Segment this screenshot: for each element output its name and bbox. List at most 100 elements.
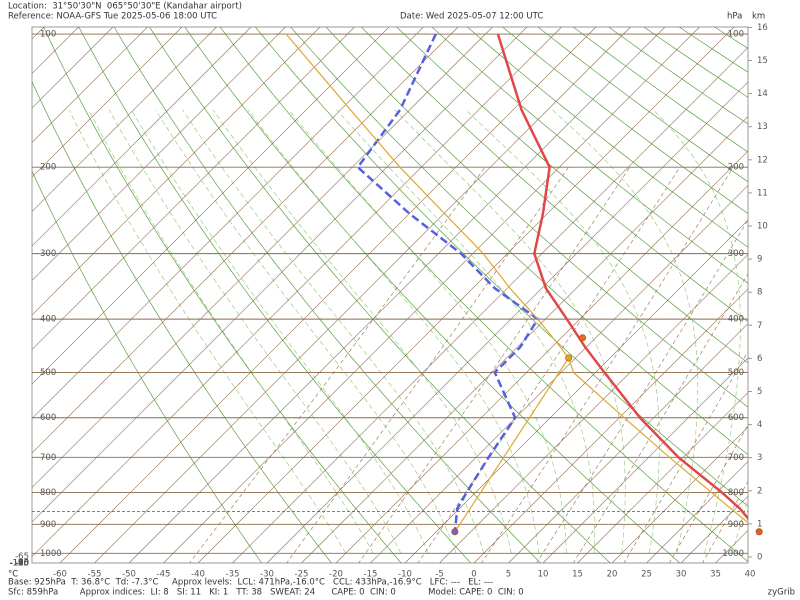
isotherm: [32, 27, 424, 419]
footer-line: Sfc: 859hPa Approx indices: LI: 8 SI: 11…: [8, 588, 524, 598]
mixing-ratio-line: [481, 167, 734, 563]
km-label: 11: [757, 188, 768, 198]
dry-adiabat: [149, 27, 611, 563]
footer-line: Base: 925hPa T: 36.8°C Td: -7.3°C Approx…: [8, 578, 493, 588]
isotherm: [646, 461, 748, 563]
pressure-label: 800: [728, 488, 744, 498]
isotherm: [32, 27, 355, 350]
pressure-unit: hPa: [727, 12, 742, 22]
km-label: 10: [757, 222, 768, 232]
x-tick-label: 15: [572, 570, 583, 580]
x-tick-label: -35: [226, 570, 240, 580]
left-tick-label: -105: [10, 559, 29, 569]
x-tick-label: -30: [260, 570, 274, 580]
km-label: 15: [757, 56, 768, 66]
left-tick-label: -75: [15, 559, 29, 569]
axes: -60 -55 -50 -45 -40 -35 -30 -25 -20 -15 -10 -5 0 5 10 1…: [10, 23, 768, 580]
isotherm: [611, 426, 748, 563]
pressure-label: 100: [728, 30, 744, 40]
x-tick-label: -25: [295, 570, 309, 580]
km-label: 8: [757, 288, 762, 298]
dry-adiabat: [396, 27, 748, 323]
dry-adiabat: [766, 15, 800, 569]
left-tick-label: -80: [15, 559, 29, 569]
pressure-label: 700: [728, 453, 744, 463]
moist-adiabat: [465, 109, 660, 554]
moist-adiabat: [131, 109, 429, 554]
x-tick-label: 35: [710, 570, 721, 580]
isotherm: [32, 27, 459, 454]
dry-adiabat: [290, 27, 748, 456]
left-tick-label: -90: [15, 559, 29, 569]
left-tick-label: -130: [10, 559, 29, 569]
moist-adiabat: [760, 110, 800, 554]
pressure-label: 500: [728, 368, 744, 378]
km-label: 14: [757, 89, 768, 99]
pressure-label: 800: [40, 488, 56, 498]
isotherm: [577, 392, 748, 563]
dry-adiabat: [78, 27, 472, 563]
x-tick-label: -60: [53, 570, 67, 580]
km-label: 6: [757, 354, 762, 364]
background-lines: [32, 15, 800, 569]
pressure-label: 400: [40, 315, 56, 325]
x-tick-label: 10: [538, 570, 549, 580]
pressure-label: 300: [728, 249, 744, 259]
isotherm: [32, 27, 148, 143]
x-tick-label: 0: [471, 570, 476, 580]
x-unit: °C: [8, 570, 18, 580]
left-tick-label: -95: [15, 559, 29, 569]
x-tick-label: 25: [641, 570, 652, 580]
x-tick-label: 20: [607, 570, 618, 580]
mixing-ratio-line: [358, 167, 630, 563]
left-tick-label: -120: [10, 559, 29, 569]
km-label: 2: [757, 486, 762, 496]
pressure-label: 100: [40, 30, 56, 40]
moist-adiabat: [552, 109, 699, 554]
pressure-label: 400: [728, 315, 744, 325]
left-tick-label: -100: [10, 559, 29, 569]
left-tick-label: -65: [15, 552, 29, 562]
pressure-label: 1000: [722, 549, 744, 559]
pressure-label: 700: [40, 453, 56, 463]
mixing-ratio-line: [286, 167, 569, 563]
pressure-label: 500: [40, 368, 56, 378]
km-label: 13: [757, 122, 768, 132]
isotherm: [32, 27, 493, 488]
x-tick-label: -10: [398, 570, 412, 580]
isotherm: [59, 27, 597, 563]
isotherm: [508, 323, 748, 563]
mixing-ratio-line: [572, 272, 748, 563]
mixing-ratio-line: [417, 167, 680, 563]
pressure-label: 600: [40, 413, 56, 423]
isotherm: [32, 27, 528, 523]
isotherm: [266, 81, 748, 563]
isotherm: [473, 288, 748, 563]
isotherm: [32, 27, 252, 247]
isotherm: [32, 27, 321, 316]
km-label: 12: [757, 155, 768, 165]
credit: zyGrib: [768, 588, 795, 598]
x-tick-label: -5: [435, 570, 443, 580]
isotherm: [370, 185, 748, 563]
isotherm: [32, 27, 562, 557]
pressure-label: 900: [728, 520, 744, 530]
isotherm: [94, 27, 631, 563]
date: Date: Wed 2025-05-07 12:00 UTC: [400, 12, 543, 22]
left-tick-label: -125: [10, 559, 29, 569]
km-label: 7: [757, 321, 762, 331]
location: Location: 31°50'30"N 065°50'30"E (Kandah…: [8, 2, 242, 12]
isotherm: [32, 27, 183, 178]
isotherm: [32, 27, 390, 385]
x-tick-label: -45: [157, 570, 171, 580]
moist-adiabat: [155, 109, 457, 554]
moist-adiabat: [108, 109, 402, 554]
pressure-label: 200: [728, 163, 744, 173]
level-point: [755, 528, 763, 536]
km-label: 5: [757, 387, 762, 397]
isotherm: [163, 27, 700, 563]
left-tick-label: -115: [10, 559, 29, 569]
